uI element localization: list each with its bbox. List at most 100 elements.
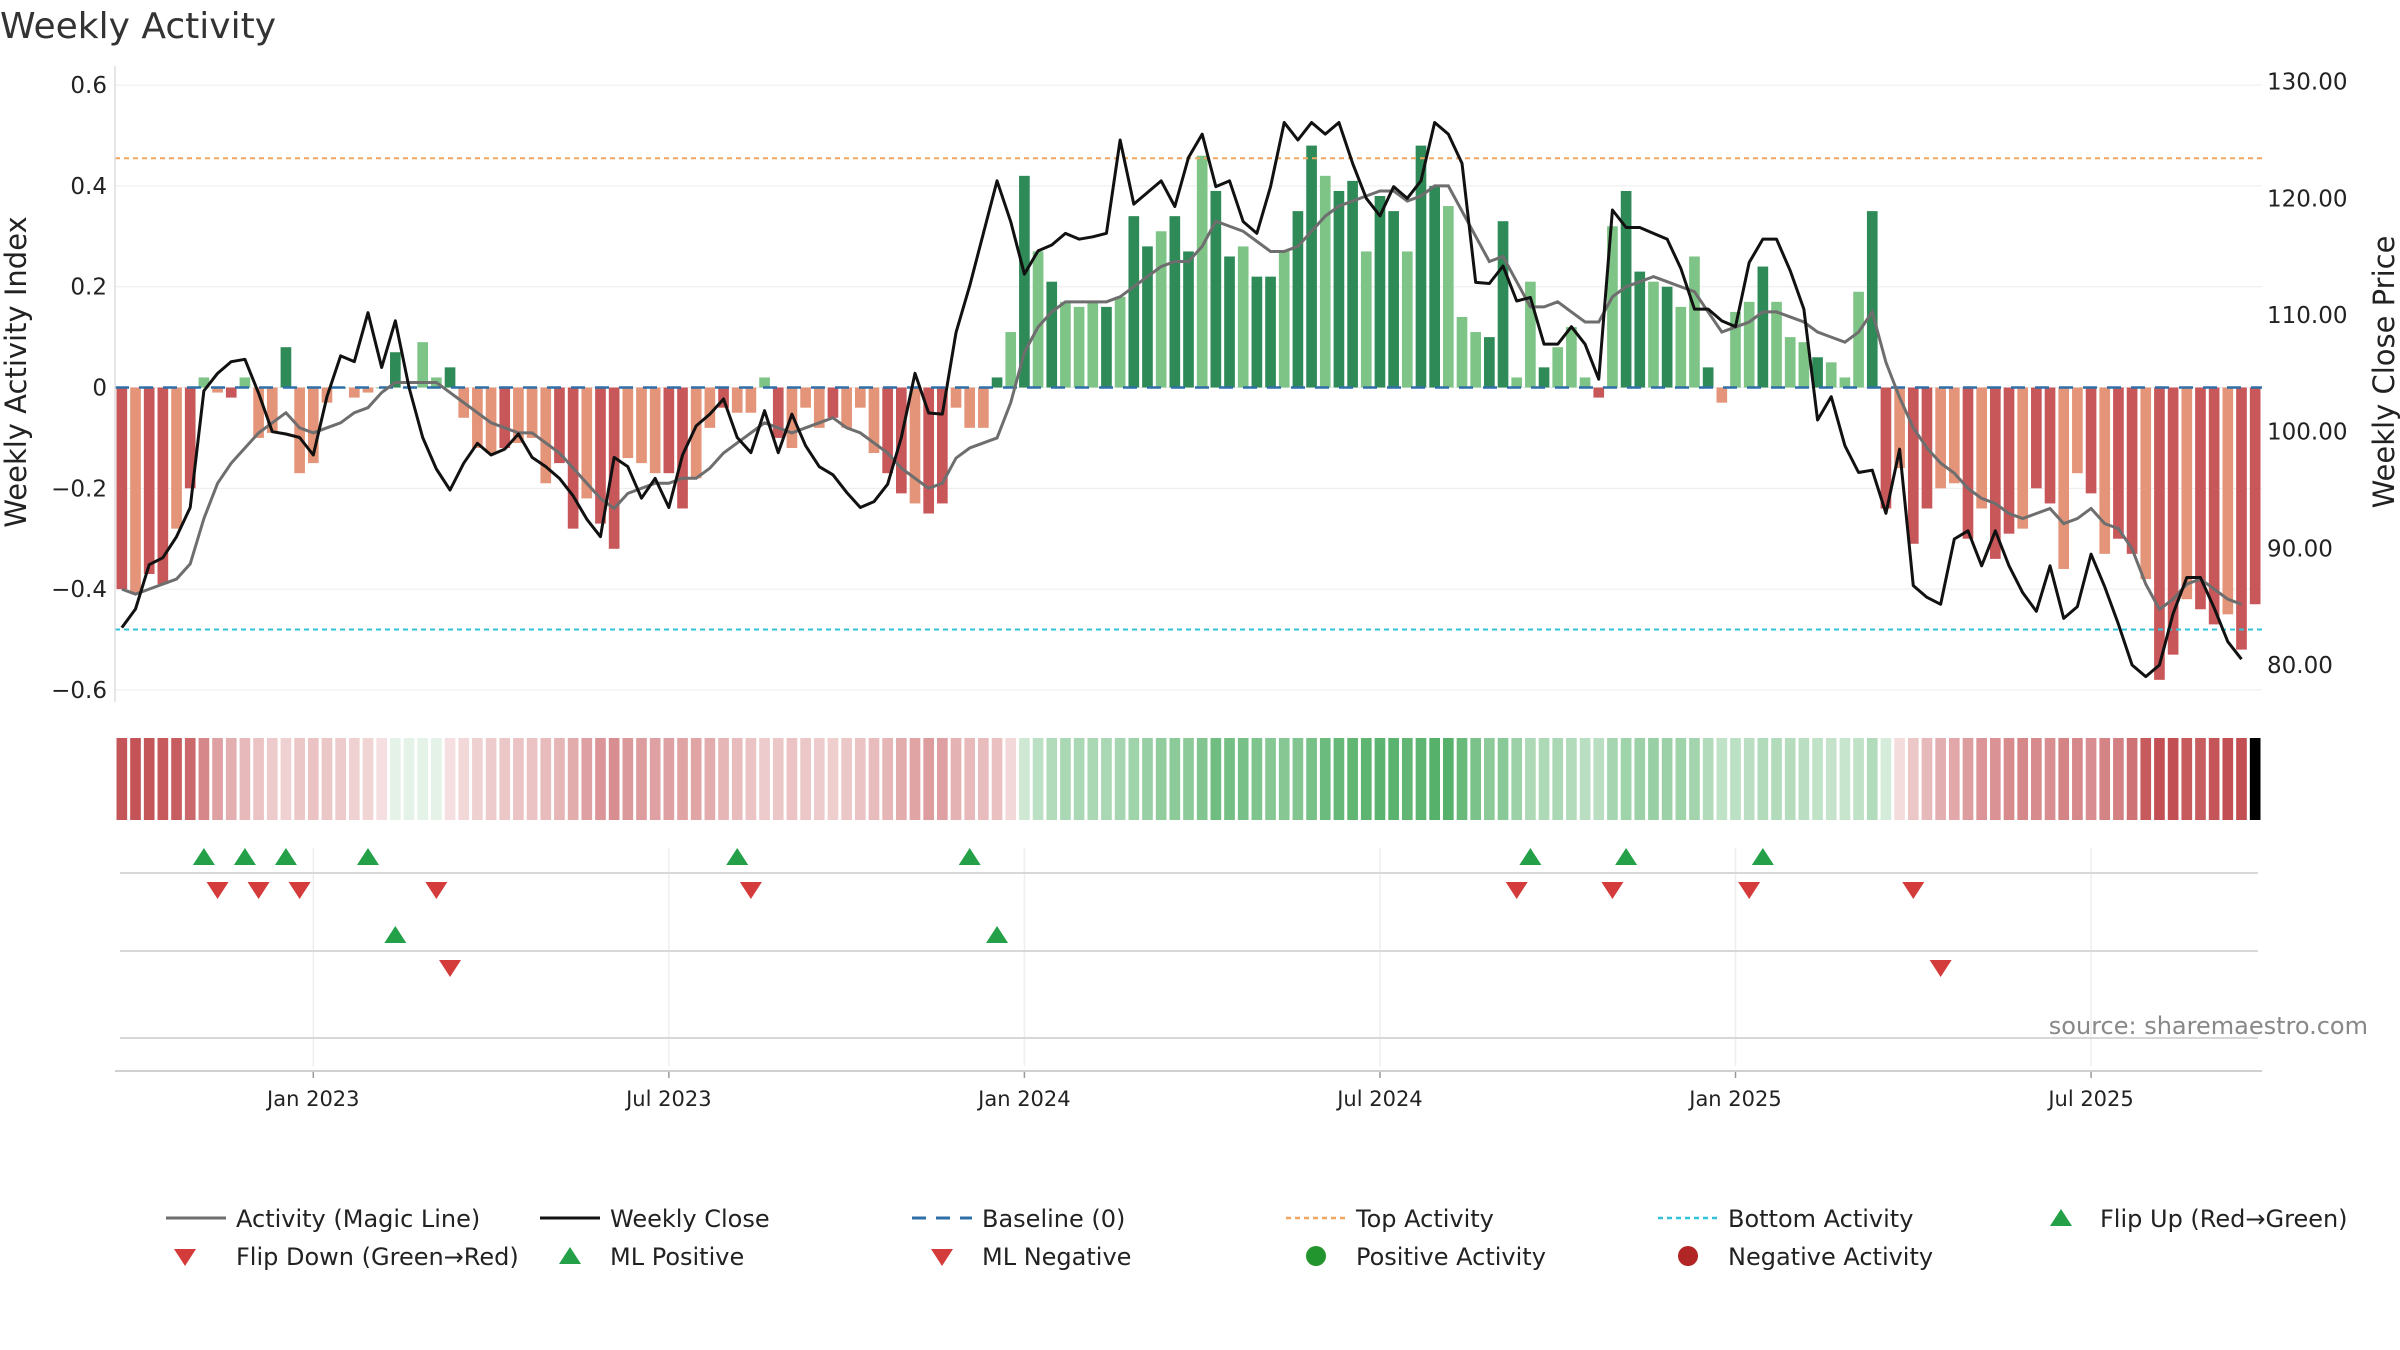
heat-cell <box>1579 738 1591 820</box>
legend-negative-activity: Negative Activity <box>1728 1243 1933 1271</box>
flip-down-marker <box>206 882 229 899</box>
flip-down-marker <box>1505 882 1528 899</box>
activity-bar <box>1128 216 1140 388</box>
heat-cell <box>1525 738 1536 820</box>
activity-bar <box>1183 251 1194 388</box>
heat-cell <box>909 738 921 820</box>
axes: 0.6 0.4 0.2 0 −0.2 −0.4 −0.6 130.00 120.00 110.00… <box>51 66 2347 1111</box>
activity-bar <box>212 387 223 393</box>
activity-bar <box>1142 246 1153 388</box>
activity-bar <box>1552 347 1564 388</box>
heat-cell <box>2126 738 2138 820</box>
heat-cell <box>1497 738 1509 820</box>
heat-cell <box>1853 738 1864 820</box>
activity-bar <box>472 387 483 448</box>
activity-bar <box>868 387 880 454</box>
heat-cell <box>225 738 237 820</box>
activity-bars <box>116 145 2261 680</box>
legend: Activity (Magic Line) Weekly Close Basel… <box>166 1205 2348 1271</box>
activity-bar <box>1730 311 1741 388</box>
heat-cell <box>1620 738 1632 820</box>
activity-bar <box>608 387 620 549</box>
flip-up-marker <box>233 848 256 865</box>
activity-bar <box>841 387 852 428</box>
heat-cell <box>1607 738 1618 820</box>
activity-bar <box>499 387 511 448</box>
heat-cell <box>1812 738 1823 820</box>
heat-cell <box>1210 738 1222 820</box>
activity-bar <box>1306 145 1317 388</box>
heat-cell <box>1306 738 1317 820</box>
activity-bar <box>800 387 811 408</box>
heat-cell <box>2058 738 2070 820</box>
flip-down-marker <box>1902 882 1925 899</box>
heat-cell <box>1142 738 1153 820</box>
activity-bar <box>1880 387 1892 509</box>
heat-cell <box>116 738 128 820</box>
y-tick-label: −0.2 <box>51 476 107 502</box>
heat-cell <box>854 738 866 820</box>
activity-bar <box>1853 291 1864 388</box>
activity-bar <box>1415 145 1427 388</box>
heat-cell <box>772 738 784 820</box>
activity-bar <box>1839 377 1851 388</box>
heat-cell <box>1360 738 1372 820</box>
activity-bar <box>2126 387 2138 554</box>
activity-bar <box>171 387 182 529</box>
activity-bar <box>1224 256 1235 388</box>
activity-bar <box>772 387 784 438</box>
legend-flip-up-marker <box>2050 1209 2072 1226</box>
activity-bar <box>417 342 429 388</box>
activity-bar <box>2140 387 2152 580</box>
y-tick-label: −0.6 <box>51 678 107 704</box>
heat-cell <box>2195 738 2206 820</box>
heat-cell <box>2249 738 2261 820</box>
heat-cell <box>1990 738 2001 820</box>
y-tick-label: 0.4 <box>70 174 107 200</box>
legend-bottom-activity: Bottom Activity <box>1728 1205 1913 1233</box>
activity-bar <box>2113 387 2124 539</box>
heat-cell <box>649 738 661 820</box>
activity-bar <box>1566 327 1577 388</box>
heat-cell <box>2113 738 2124 820</box>
heat-cell <box>1825 738 1837 820</box>
legend-negative-activity-marker <box>1678 1246 1698 1266</box>
activity-bar <box>1689 256 1700 388</box>
heat-cell <box>1429 738 1440 820</box>
heat-cell <box>1976 738 1987 820</box>
heat-cell <box>1730 738 1741 820</box>
heat-cell <box>2072 738 2083 820</box>
heat-cell <box>2085 738 2097 820</box>
activity-bar <box>1702 367 1714 388</box>
heat-cell <box>978 738 989 820</box>
activity-bar <box>1169 216 1181 388</box>
activity-bar <box>362 387 374 393</box>
heat-cell <box>1702 738 1714 820</box>
activity-bar <box>1114 296 1126 388</box>
activity-bar <box>759 377 770 388</box>
heat-cell <box>868 738 880 820</box>
activity-bar <box>1743 301 1755 388</box>
activity-bar <box>307 387 319 464</box>
heat-cell <box>2181 738 2193 820</box>
legend-ml-positive: ML Positive <box>610 1243 744 1271</box>
activity-bar <box>1866 211 1878 388</box>
heat-cell <box>403 738 415 820</box>
heat-cell <box>417 738 429 820</box>
activity-bar <box>1962 387 1974 539</box>
activity-bar <box>1757 266 1769 388</box>
x-tick-label: Jul 2024 <box>1335 1087 1422 1111</box>
activity-bar <box>1456 316 1468 388</box>
heat-cell <box>2140 738 2152 820</box>
y2-tick-label: 110.00 <box>2267 303 2347 329</box>
activity-bar <box>2208 387 2220 625</box>
heat-cell <box>280 738 292 820</box>
activity-bar <box>1019 175 1030 388</box>
legend-positive-activity-marker <box>1306 1246 1326 1266</box>
legend-flip-up: Flip Up (Red→Green) <box>2100 1205 2348 1233</box>
heat-cell <box>1388 738 1399 820</box>
x-tick-label: Jan 2023 <box>265 1087 360 1111</box>
heat-cell <box>540 738 552 820</box>
activity-bar <box>1237 246 1249 388</box>
heat-cell <box>2031 738 2042 820</box>
